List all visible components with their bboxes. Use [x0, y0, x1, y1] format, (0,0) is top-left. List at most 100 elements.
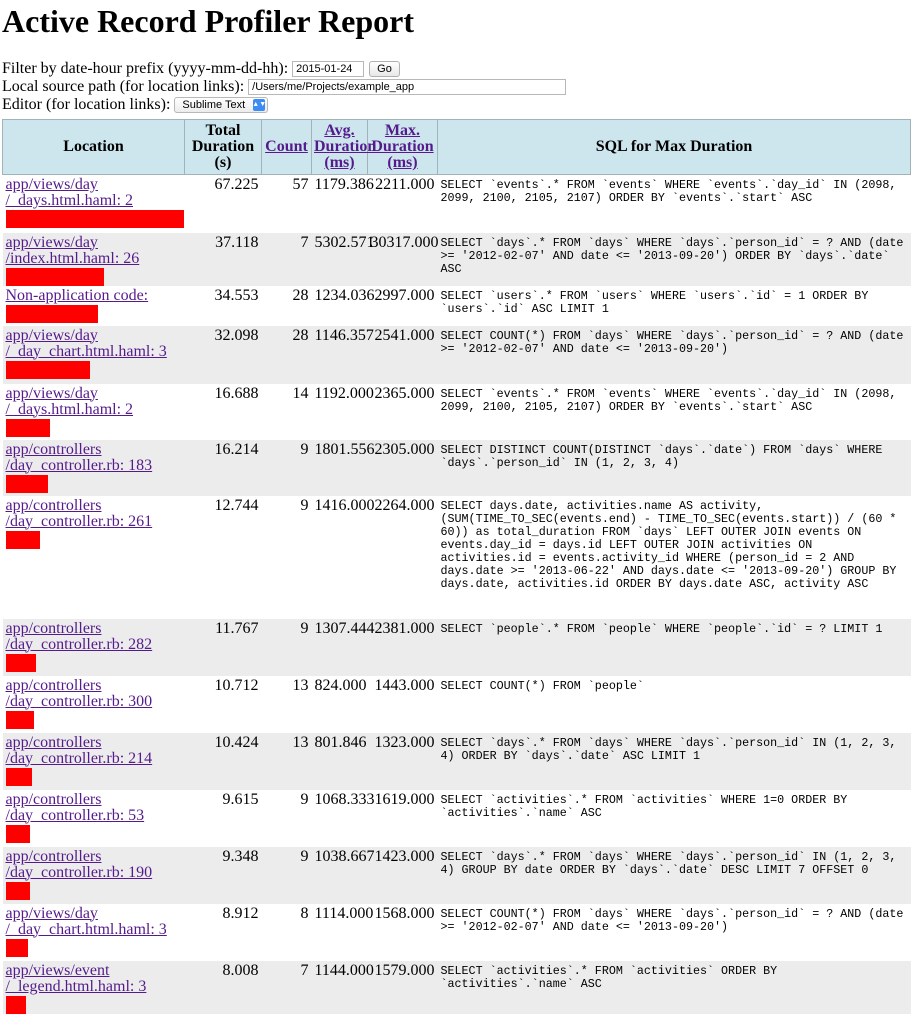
redacted-block	[5, 210, 184, 228]
sql-cell: SELECT COUNT(*) FROM `people`	[437, 675, 911, 733]
count-cell: 7	[261, 960, 312, 1014]
location-cell: app/views/day/_days.html.haml: 2	[2, 174, 185, 233]
sql-cell: SELECT `events`.* FROM `events` WHERE `e…	[437, 383, 911, 440]
location-link[interactable]: app/views/day/_days.html.haml: 2	[6, 176, 134, 209]
redacted-block	[5, 418, 50, 437]
sort-count-link[interactable]: Count	[265, 138, 308, 155]
location-dir: app/views/day	[5, 176, 98, 193]
count-cell: 8	[261, 903, 312, 961]
location-dir: app/controllers	[5, 440, 102, 458]
count-cell: 9	[261, 846, 312, 904]
total-duration-cell: 8.008	[184, 960, 262, 1014]
redacted-block	[5, 360, 90, 379]
location-link[interactable]: app/controllers/day_controller.rb: 282	[6, 620, 153, 653]
sql-cell: SELECT COUNT(*) FROM `days` WHERE `days`…	[437, 325, 911, 384]
location-link[interactable]: app/controllers/day_controller.rb: 214	[6, 734, 153, 767]
total-duration-cell: 8.912	[184, 903, 262, 961]
location-link[interactable]: app/controllers/day_controller.rb: 53	[6, 791, 145, 824]
location-link[interactable]: app/controllers/day_controller.rb: 183	[6, 441, 153, 474]
table-row: app/controllers/day_controller.rb: 261 12…	[2, 495, 911, 619]
table-row: app/views/day/_days.html.haml: 2 67.225 57…	[2, 174, 911, 233]
profiler-table: Location Total Duration (s) Count Avg. D…	[2, 119, 911, 1014]
location-dir: app/views/event	[5, 961, 110, 979]
location-file: /day_controller.rb: 214	[5, 749, 153, 767]
table-row: app/views/day/_day_chart.html.haml: 3 8.9…	[2, 903, 911, 961]
total-duration-cell: 37.118	[184, 232, 262, 286]
location-file: /day_controller.rb: 183	[5, 456, 153, 474]
location-link[interactable]: app/controllers/day_controller.rb: 261	[6, 497, 153, 530]
header-max-duration[interactable]: Max. Duration (ms)	[367, 119, 438, 175]
location-cell: app/controllers/day_controller.rb: 261	[2, 495, 185, 619]
count-cell: 28	[261, 325, 312, 384]
avg-duration-cell: 1038.667	[311, 846, 375, 904]
sql-cell: SELECT `days`.* FROM `days` WHERE `days`…	[437, 232, 911, 286]
avg-duration-cell: 1307.444	[311, 618, 375, 676]
total-duration-cell: 16.214	[184, 439, 262, 496]
redacted-block	[5, 653, 36, 672]
location-dir: app/views/day	[5, 384, 98, 402]
avg-duration-cell: 1114.000	[311, 903, 373, 961]
sql-cell: SELECT `users`.* FROM `users` WHERE `use…	[437, 285, 911, 326]
location-link[interactable]: app/views/day/index.html.haml: 26	[6, 234, 140, 267]
avg-duration-cell: 1416.000	[311, 495, 375, 619]
location-link[interactable]: app/views/event/_legend.html.haml: 3	[6, 962, 147, 995]
editor-select[interactable]: Sublime Text ▲▼	[174, 97, 269, 113]
header-sql: SQL for Max Duration	[437, 119, 911, 175]
redacted-block	[5, 710, 34, 729]
header-total-duration: Total Duration (s)	[184, 119, 262, 175]
location-dir: app/controllers	[5, 496, 102, 514]
total-duration-cell: 34.553	[184, 285, 262, 326]
controls-panel: Filter by date-hour prefix (yyyy-mm-dd-h…	[0, 60, 912, 114]
header-count[interactable]: Count	[261, 119, 312, 175]
sql-cell: SELECT days.date, activities.name AS act…	[437, 495, 911, 619]
location-cell: app/views/day/_day_chart.html.haml: 3	[2, 903, 185, 961]
count-cell: 13	[261, 675, 312, 733]
location-link[interactable]: app/controllers/day_controller.rb: 300	[6, 677, 153, 710]
avg-duration-cell: 1192.000	[311, 383, 374, 440]
location-cell: app/controllers/day_controller.rb: 183	[2, 439, 185, 496]
count-cell: 9	[261, 439, 312, 496]
table-row: app/controllers/day_controller.rb: 53 9.6…	[2, 789, 911, 847]
location-link[interactable]: app/views/day/_days.html.haml: 2	[6, 385, 134, 418]
redacted-block	[5, 474, 48, 493]
table-row: app/controllers/day_controller.rb: 300 10…	[2, 675, 911, 733]
count-cell: 9	[261, 789, 312, 847]
max-duration-cell: 2997.000	[367, 285, 438, 326]
filter-label: Filter by date-hour prefix (yyyy-mm-dd-h…	[2, 60, 289, 77]
header-avg-duration[interactable]: Avg. Duration (ms)	[311, 119, 376, 175]
count-cell: 57	[261, 174, 312, 233]
avg-duration-cell: 801.846	[311, 732, 368, 790]
location-link[interactable]: Non-application code:	[6, 287, 149, 304]
location-file: /_legend.html.haml: 3	[5, 977, 147, 995]
header-location: Location	[2, 119, 185, 175]
total-duration-cell: 11.767	[184, 618, 262, 676]
redacted-block	[5, 304, 98, 323]
location-link[interactable]: app/controllers/day_controller.rb: 190	[6, 848, 153, 881]
table-row: app/views/day/index.html.haml: 26 37.118 7…	[2, 232, 911, 286]
location-cell: app/controllers/day_controller.rb: 214	[2, 732, 185, 790]
location-link[interactable]: app/views/day/_day_chart.html.haml: 3	[6, 905, 167, 938]
location-dir: app/views/day	[5, 904, 98, 922]
count-cell: 9	[261, 495, 312, 619]
location-dir: app/views/day	[5, 326, 98, 344]
sort-avg-duration-link[interactable]: Avg. Duration (ms)	[314, 122, 377, 171]
avg-duration-cell: 1068.333	[311, 789, 375, 847]
filter-row: Filter by date-hour prefix (yyyy-mm-dd-h…	[2, 60, 912, 78]
sql-cell: SELECT COUNT(*) FROM `days` WHERE `days`…	[437, 903, 911, 961]
page-title: Active Record Profiler Report	[2, 3, 414, 39]
max-duration-cell: 1323.000	[367, 732, 438, 790]
max-duration-cell: 2211.000	[367, 174, 438, 233]
go-button[interactable]: Go	[369, 61, 400, 77]
redacted-block	[5, 938, 28, 957]
location-link[interactable]: app/views/day/_day_chart.html.haml: 3	[6, 327, 167, 360]
source-path-input[interactable]	[248, 79, 567, 95]
table-header-row: Location Total Duration (s) Count Avg. D…	[2, 119, 911, 175]
location-cell: app/controllers/day_controller.rb: 53	[2, 789, 185, 847]
table-body: app/views/day/_days.html.haml: 2 67.225 57…	[2, 174, 911, 1014]
redacted-block	[5, 530, 40, 549]
max-duration-cell: 2264.000	[367, 495, 438, 619]
sql-cell: SELECT DISTINCT COUNT(DISTINCT `days`.`d…	[437, 439, 911, 496]
sort-max-duration-link[interactable]: Max. Duration (ms)	[371, 122, 434, 171]
filter-input[interactable]	[292, 61, 365, 77]
redacted-block	[5, 881, 30, 900]
